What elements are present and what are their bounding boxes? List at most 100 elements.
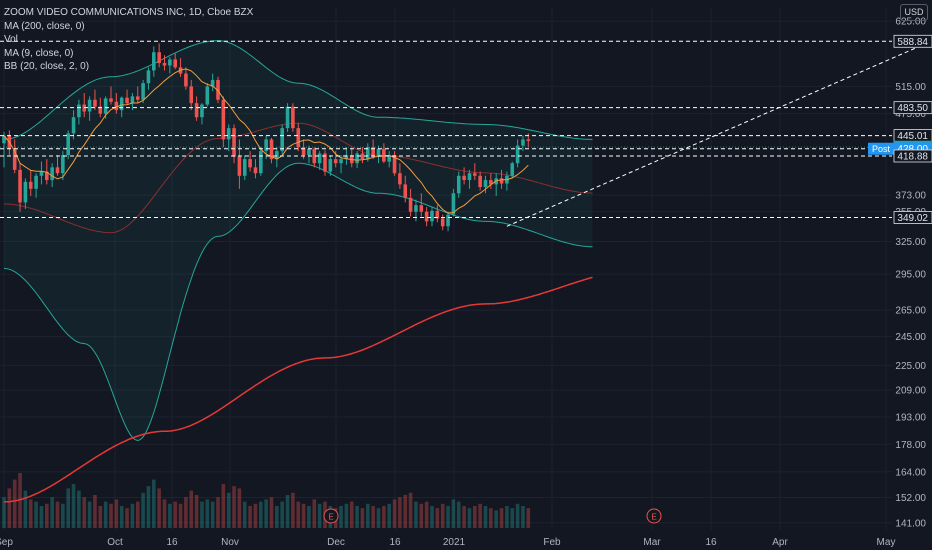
volume-bar <box>339 506 343 528</box>
candle-body <box>510 163 515 176</box>
price-tick-label: 193.00 <box>895 413 926 424</box>
candle-body <box>34 175 38 189</box>
volume-bar <box>205 499 210 528</box>
volume-bars <box>2 473 531 528</box>
volume-bar <box>414 501 418 528</box>
volume-bar <box>360 508 365 528</box>
price-label-text: 588.84 <box>897 37 928 48</box>
candle-body <box>483 180 488 188</box>
volume-bar <box>526 508 531 528</box>
bb-lower <box>3 162 593 442</box>
price-tick-label: 625.00 <box>895 17 926 28</box>
volume-bar <box>61 503 65 528</box>
candle-body <box>408 197 413 212</box>
price-label-box <box>893 149 932 163</box>
volume-bar <box>291 492 295 528</box>
candle-body <box>162 63 167 66</box>
candle-body <box>87 99 92 112</box>
candle-body <box>269 139 274 160</box>
volume-bar <box>430 506 434 528</box>
trendline-line <box>506 40 932 227</box>
indicator-ma9[interactable]: MA (9, close, 0) <box>4 47 74 59</box>
time-tick-label: 16 <box>166 537 178 548</box>
candle-body <box>135 96 140 100</box>
volume-bar <box>77 490 81 528</box>
candle-body <box>146 70 151 84</box>
price-axis[interactable]: 141.00 152.00 164.00 178.00 193.00 209.00 225.… <box>868 17 932 530</box>
price-tick-label: 475.00 <box>895 109 926 120</box>
candle-body <box>451 193 456 215</box>
indicator-ma200[interactable]: MA (200, close, 0) <box>4 20 85 32</box>
candle-body <box>66 133 70 156</box>
volume-bar <box>366 503 370 528</box>
volume-bar <box>505 506 509 528</box>
volume-bar <box>462 506 466 528</box>
volume-bar <box>141 492 145 528</box>
candle-body <box>403 184 408 198</box>
volume-bar <box>12 479 17 528</box>
candle-body <box>387 155 391 162</box>
candle-body <box>307 148 311 156</box>
time-axis[interactable]: Sep Oct 16 Nov Dec 16 2021 Feb Mar 16 Apr May <box>0 537 895 548</box>
horizontal-levels[interactable] <box>0 40 892 218</box>
price-tick-label: 325.00 <box>895 237 926 248</box>
volume-bar <box>312 499 317 528</box>
candle-body <box>360 153 365 160</box>
volume-bar <box>456 501 461 528</box>
volume-bar <box>510 508 515 528</box>
volume-bar <box>173 501 177 528</box>
volume-bar <box>285 495 290 528</box>
candle-body <box>39 171 44 176</box>
volume-bar <box>23 490 28 528</box>
candle-body <box>317 153 322 164</box>
candle-body <box>291 106 295 129</box>
candle-body <box>194 103 199 118</box>
volume-bar <box>494 510 498 528</box>
volume-bar <box>307 506 311 528</box>
candle-body <box>280 128 284 152</box>
indicator-vol[interactable]: Vol <box>4 34 18 45</box>
indicator-bb[interactable]: BB (20, close, 2, 0) <box>4 61 90 72</box>
candle-body <box>339 159 343 164</box>
price-tick-label: 164.00 <box>895 467 926 478</box>
volume-bar <box>376 508 381 528</box>
volume-bar <box>371 506 375 528</box>
candle-body <box>515 145 520 164</box>
volume-bar <box>87 501 92 528</box>
ma200-line <box>3 276 593 503</box>
price-tick-label: 152.00 <box>895 493 926 504</box>
volume-bar <box>264 499 268 528</box>
candle-body <box>130 96 135 104</box>
volume-bar <box>130 503 135 528</box>
volume-bar <box>34 501 38 528</box>
volume-bar <box>55 501 60 528</box>
candle-body <box>55 167 60 174</box>
candle-body <box>301 147 306 156</box>
candle-body <box>467 173 472 181</box>
time-tick-label: 16 <box>705 537 717 548</box>
ma9-path <box>3 68 529 214</box>
volume-bar <box>28 499 33 528</box>
volume-bar <box>467 508 472 528</box>
candle-body <box>210 79 215 87</box>
price-label-text: 445.01 <box>897 131 928 142</box>
candle-body <box>50 167 54 181</box>
currency-button[interactable]: USD <box>900 4 928 21</box>
volume-bar <box>135 501 140 528</box>
volume-bar <box>275 506 279 528</box>
candle-body <box>414 205 418 212</box>
candle-body <box>173 59 177 68</box>
price-label-text: 418.88 <box>897 152 928 163</box>
volume-bar <box>280 501 284 528</box>
volume-bar <box>408 492 413 528</box>
candle-body <box>489 180 493 185</box>
volume-bar <box>349 501 354 528</box>
candle-body <box>296 128 301 148</box>
candle-body <box>333 159 338 164</box>
candle-body <box>435 210 440 219</box>
volume-bar <box>232 486 236 528</box>
symbol-title[interactable]: ZOOM VIDEO COMMUNICATIONS INC, 1D, Cboe … <box>4 7 254 18</box>
trendline[interactable] <box>506 35 932 227</box>
